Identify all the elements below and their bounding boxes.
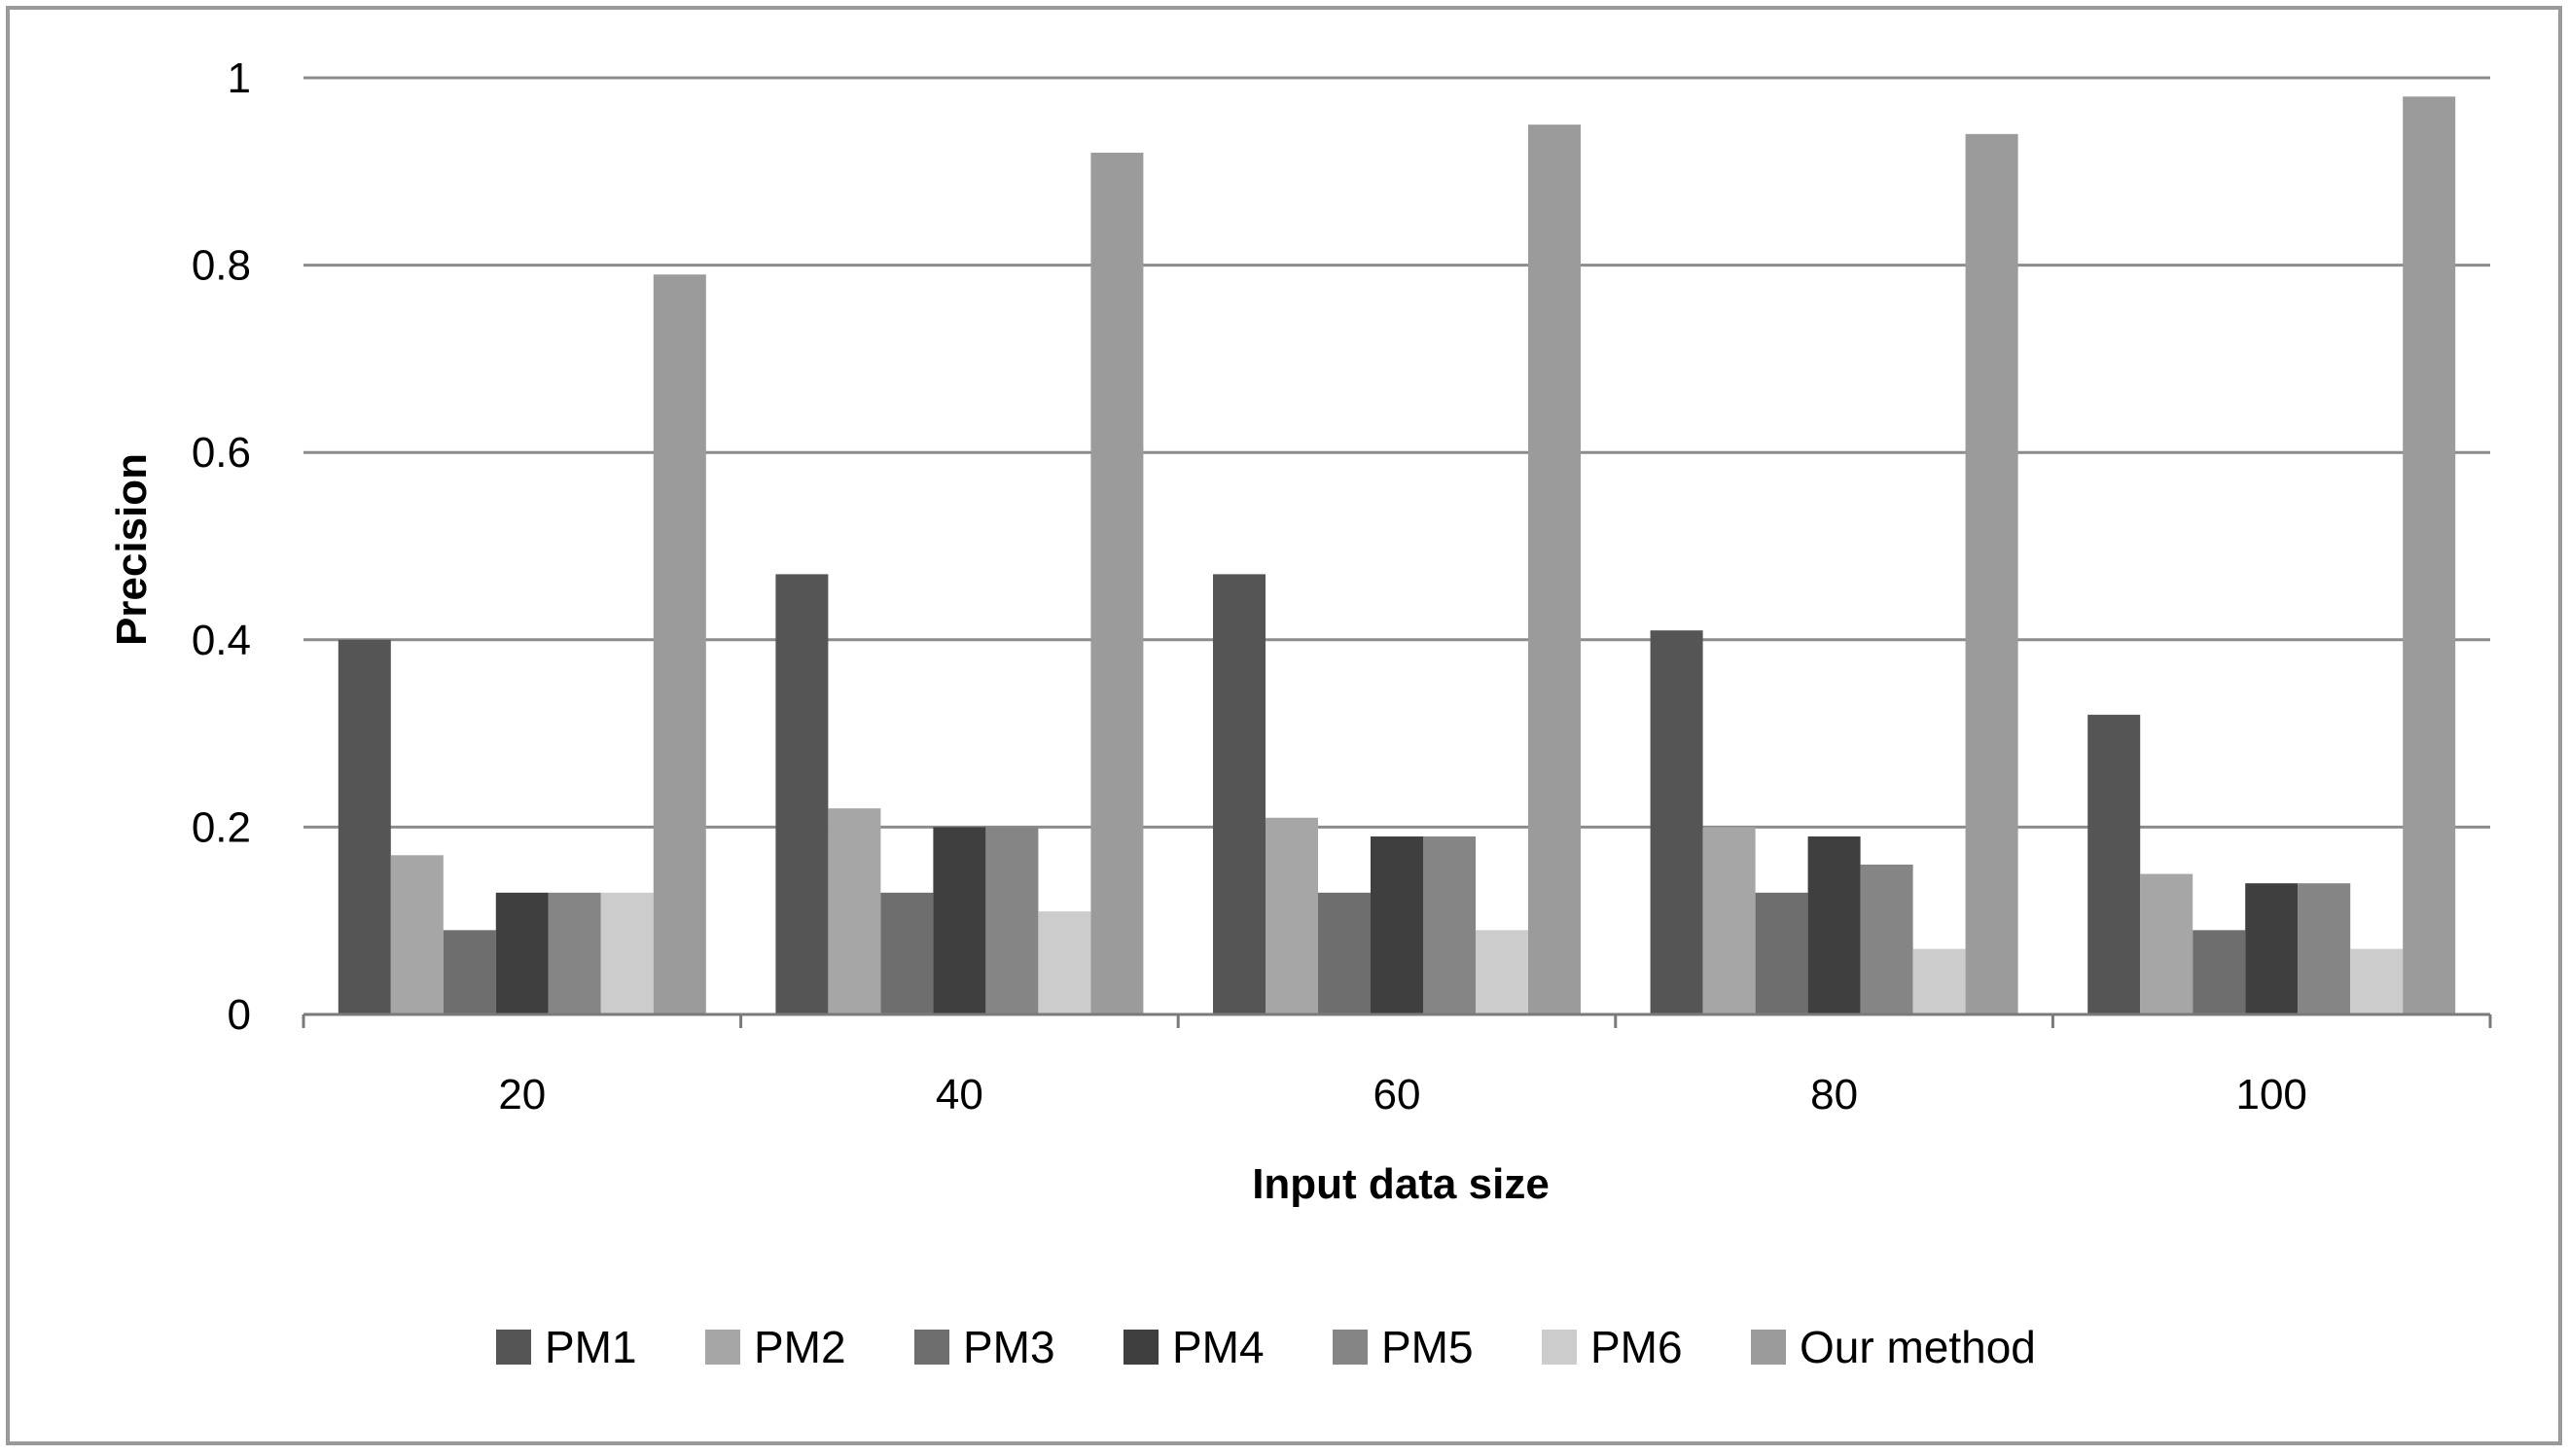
bar-pm3-40	[880, 892, 934, 1014]
bar-pm3-100	[2193, 930, 2246, 1014]
bar-pm6-80	[1912, 948, 1966, 1014]
bar-our-method-80	[1965, 133, 2018, 1014]
bar-pm2-100	[2140, 873, 2194, 1014]
bar-pm2-20	[390, 855, 444, 1014]
bar-pm1-40	[775, 574, 829, 1014]
bar-pm6-40	[1038, 911, 1091, 1014]
legend-swatch-pm6	[1542, 1330, 1577, 1365]
legend-swatch-our-method	[1751, 1330, 1786, 1365]
bar-pm5-40	[985, 827, 1039, 1014]
y-tick-label: 1	[228, 54, 251, 102]
x-tick-label: 100	[2235, 1071, 2306, 1119]
y-tick-label: 0	[228, 991, 251, 1039]
x-tick-label: 40	[936, 1071, 983, 1119]
tick-labels: 0 0.2 0.4 0.6 0.8 1 20 40 60 80 100	[192, 54, 2307, 1119]
bar-pm1-100	[2087, 714, 2141, 1014]
y-axis-title: Precision	[108, 453, 156, 646]
bar-pm2-60	[1266, 817, 1318, 1014]
bar-pm5-20	[548, 892, 601, 1014]
x-tick-label: 20	[498, 1071, 546, 1119]
legend-label: PM6	[1590, 1322, 1683, 1372]
legend-label: PM5	[1381, 1322, 1474, 1372]
legend-swatch-pm4	[1124, 1330, 1159, 1365]
x-tick-label: 80	[1810, 1071, 1858, 1119]
bar-pm6-20	[600, 892, 654, 1014]
bar-pm1-80	[1650, 630, 1703, 1014]
legend-swatch-pm5	[1333, 1330, 1368, 1365]
legend-label: PM3	[963, 1322, 1055, 1372]
bar-pm6-60	[1476, 930, 1528, 1014]
bar-pm4-60	[1371, 836, 1423, 1014]
legend-swatch-pm3	[914, 1330, 949, 1365]
y-tick-label: 0.8	[192, 242, 251, 290]
bar-pm3-80	[1755, 892, 1808, 1014]
legend-label: Our method	[1800, 1322, 2036, 1372]
legend: PM1 PM2 PM3 PM4 PM5 PM6 Our method	[496, 1322, 2036, 1372]
bar-pm4-40	[933, 827, 986, 1014]
y-tick-label: 0.6	[192, 429, 251, 477]
legend-swatch-pm2	[705, 1330, 740, 1365]
bar-pm5-80	[1860, 864, 1913, 1014]
bar-pm3-20	[443, 930, 496, 1014]
bar-our-method-20	[653, 274, 706, 1015]
bar-pm5-60	[1423, 836, 1476, 1014]
bar-pm4-80	[1807, 836, 1861, 1014]
bar-pm5-100	[2298, 883, 2351, 1014]
bar-pm4-20	[495, 892, 549, 1014]
x-tick-label: 60	[1373, 1071, 1421, 1119]
bar-pm1-20	[338, 639, 391, 1014]
bar-pm3-60	[1318, 892, 1371, 1014]
legend-swatch-pm1	[496, 1330, 531, 1365]
axes	[302, 1012, 2492, 1028]
bar-pm1-60	[1213, 574, 1266, 1014]
legend-label: PM4	[1172, 1322, 1265, 1372]
bars	[338, 96, 2456, 1015]
bar-pm2-40	[828, 808, 881, 1014]
bar-pm2-80	[1702, 827, 1756, 1014]
bar-our-method-40	[1090, 153, 1144, 1015]
y-tick-label: 0.2	[192, 803, 251, 851]
legend-label: PM2	[754, 1322, 846, 1372]
bar-pm4-100	[2245, 883, 2299, 1014]
y-tick-label: 0.4	[192, 617, 251, 664]
bar-pm6-100	[2350, 948, 2404, 1014]
bar-our-method-100	[2403, 96, 2456, 1014]
x-axis-title: Input data size	[1252, 1160, 1550, 1208]
bar-our-method-60	[1528, 124, 1581, 1014]
legend-label: PM1	[545, 1322, 637, 1372]
